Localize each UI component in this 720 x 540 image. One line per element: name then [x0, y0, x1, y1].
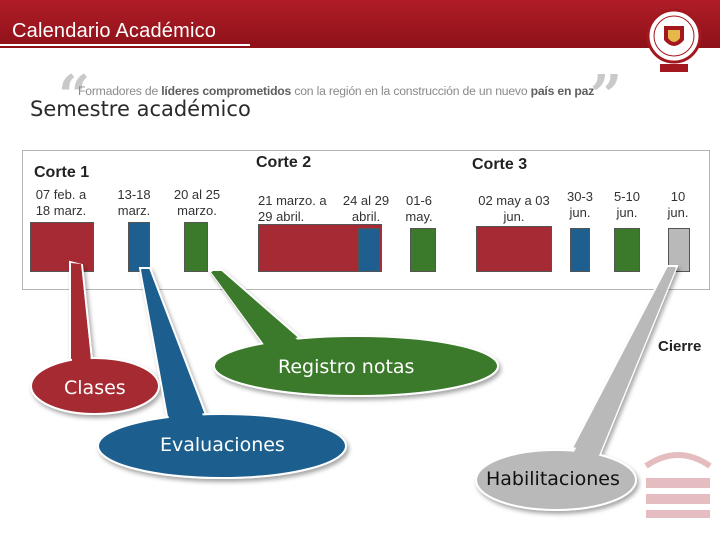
habilitaciones-label: Habilitaciones: [486, 468, 620, 490]
habilitaciones-callout: [475, 265, 679, 511]
evaluaciones-block-2: [358, 228, 380, 272]
date-label: 10 jun.: [667, 189, 689, 220]
date-label: 01-6 may.: [405, 193, 433, 224]
clases-block-1: [30, 222, 94, 272]
registro-label: Registro notas: [278, 356, 415, 378]
evaluaciones-block-1: [128, 222, 150, 272]
slogan-banner: “ Formadores de líderes comprometidos co…: [58, 68, 622, 124]
date-label: 24 al 29 abril.: [342, 193, 390, 224]
slogan-text: Formadores de líderes comprometidos con …: [78, 84, 595, 98]
evaluaciones-callout: [97, 267, 347, 479]
corte-2-label: Corte 2: [256, 154, 312, 171]
clases-callout: [30, 260, 160, 415]
clases-label: Clases: [64, 377, 126, 399]
close-quote-icon: ”: [590, 63, 623, 129]
page-title: Calendario Académico: [12, 20, 217, 42]
open-quote-icon: “: [58, 63, 91, 129]
evaluaciones-label: Evaluaciones: [160, 434, 285, 456]
date-label: 5-10 jun.: [613, 189, 641, 220]
university-seal-icon: [646, 8, 702, 72]
clases-block-3: [476, 226, 552, 272]
evaluaciones-block-3: [570, 228, 590, 272]
date-label: 20 al 25 marzo.: [173, 187, 221, 218]
corte-3-label: Corte 3: [472, 156, 528, 173]
watermark-logo-icon: [644, 452, 712, 518]
registro-block-2: [410, 228, 436, 272]
date-label: 02 may a 03 jun.: [478, 193, 550, 224]
date-label: 21 marzo. a 29 abril.: [258, 193, 327, 224]
title-underline: [0, 44, 250, 46]
registro-block-1: [184, 222, 208, 272]
section-title: Semestre académico: [30, 97, 251, 121]
cierre-block: [668, 228, 690, 272]
corte-1-label: Corte 1: [34, 164, 90, 181]
cierre-label: Cierre: [658, 338, 702, 355]
registro-callout: [208, 269, 499, 397]
registro-block-3: [614, 228, 640, 272]
date-label: 30-3 jun.: [566, 189, 594, 220]
title-bar: Calendario Académico: [0, 0, 720, 48]
date-label: 13-18 marz.: [117, 187, 151, 218]
date-label: 07 feb. a 18 marz.: [35, 187, 87, 218]
